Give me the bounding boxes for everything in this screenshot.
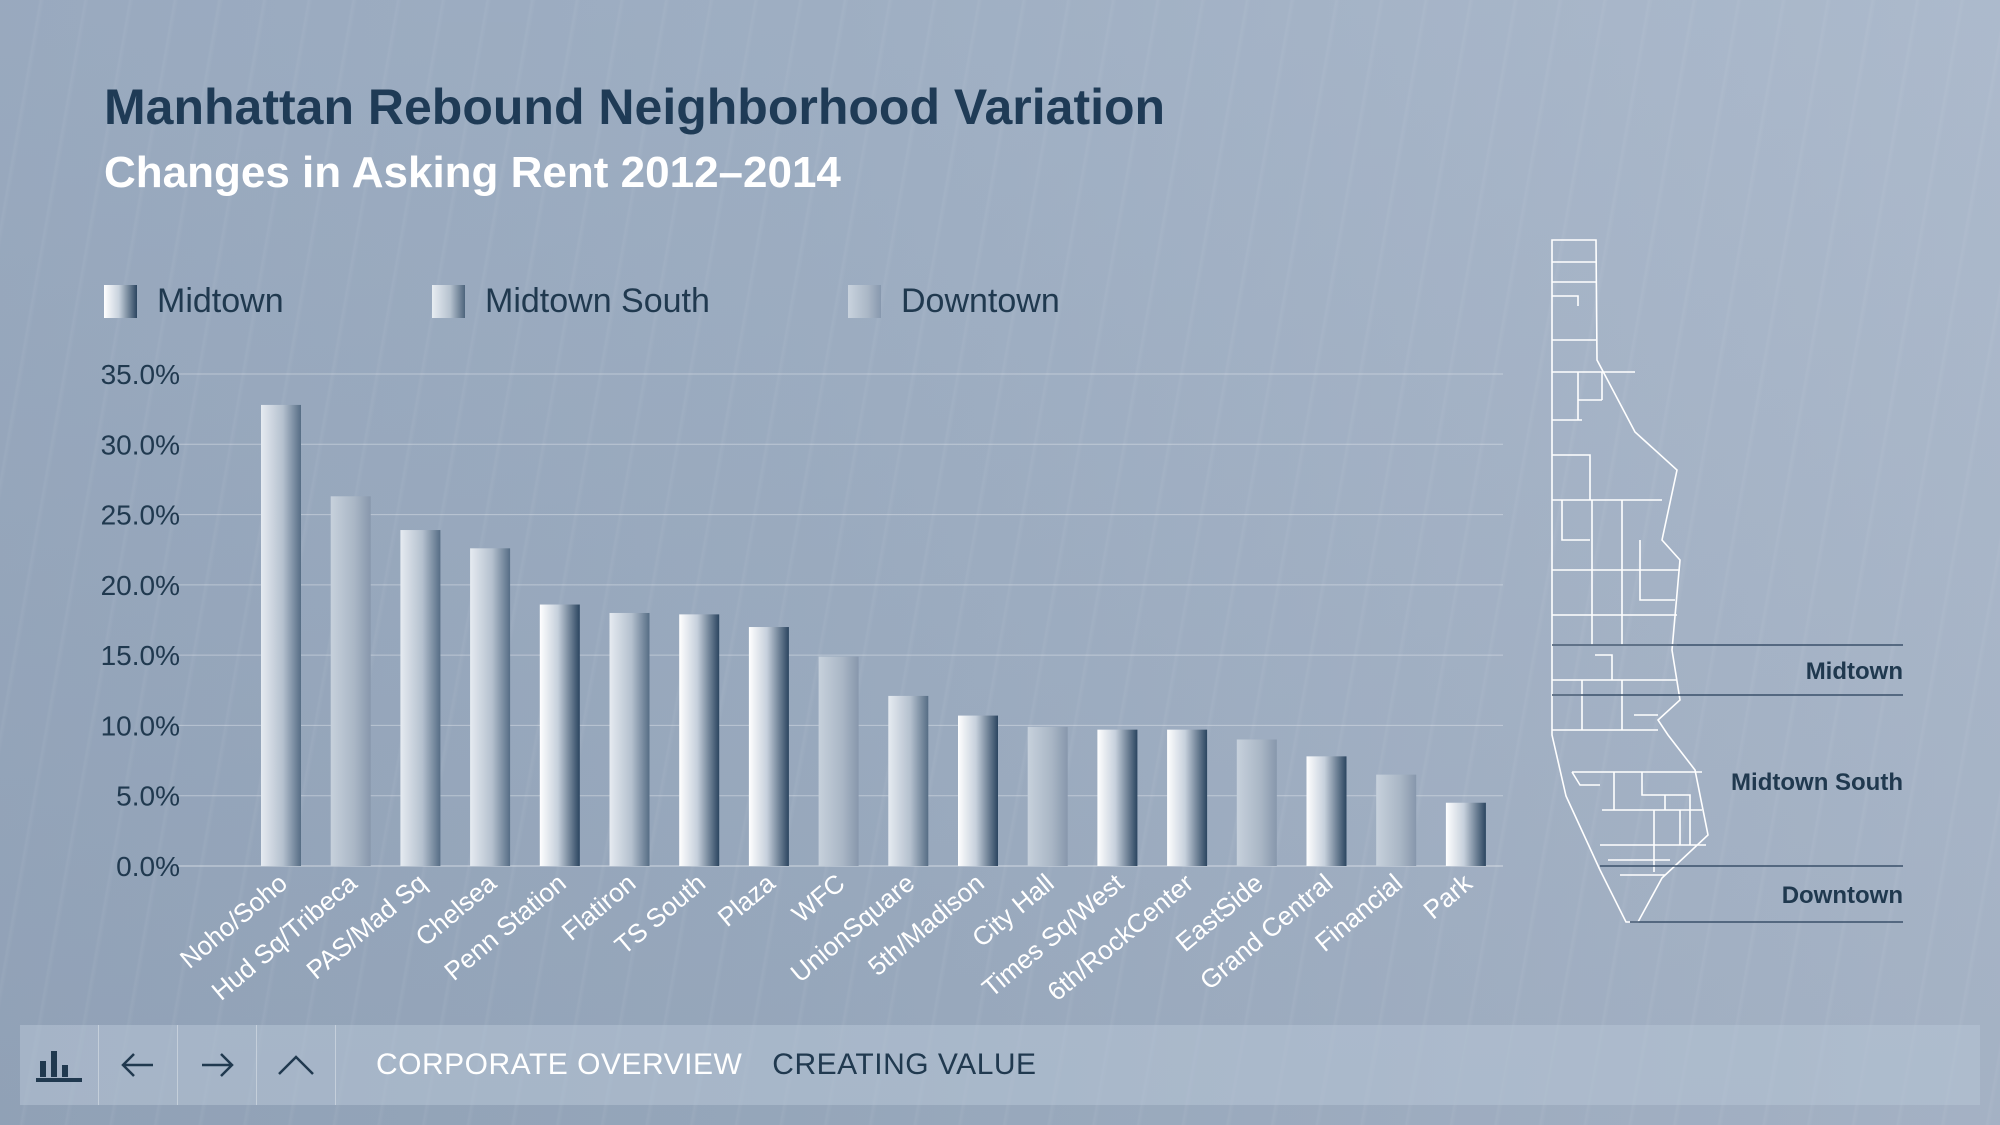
- chevron-up-icon[interactable]: [257, 1025, 336, 1105]
- page-title: Manhattan Rebound Neighborhood Variation: [104, 79, 1166, 135]
- legend-item-downtown: Downtown: [848, 282, 1060, 321]
- y-tick-label: 15.0%: [101, 640, 180, 671]
- arrow-left-icon-graphic: [121, 1053, 153, 1077]
- footer-link-creating-value[interactable]: CREATING VALUE: [772, 1048, 1037, 1081]
- bar-times-sq-west: [1097, 729, 1138, 866]
- bar-penn-station: [539, 604, 580, 866]
- bar-unionsquare: [888, 695, 929, 866]
- legend-item-midtown: Midtown: [104, 282, 432, 321]
- y-tick-label: 30.0%: [101, 429, 180, 460]
- chart-legend: Midtown Midtown South Downtown: [104, 276, 1060, 326]
- x-tick-label: Park: [1418, 867, 1479, 925]
- legend-swatch-midtown-south: [432, 284, 465, 318]
- bar-flatiron: [609, 612, 650, 866]
- bar-wfc: [818, 656, 859, 866]
- page-subtitle: Changes in Asking Rent 2012–2014: [104, 148, 841, 197]
- y-tick-label: 5.0%: [116, 781, 180, 812]
- map-label-downtown: Downtown: [1782, 882, 1903, 909]
- y-tick-label: 35.0%: [101, 359, 180, 390]
- bar-park: [1445, 802, 1486, 866]
- y-tick-label: 25.0%: [101, 500, 180, 531]
- manhattan-map: [1551, 239, 1903, 923]
- footer-nav-bar: CORPORATE OVERVIEW CREATING VALUE: [20, 1025, 1980, 1105]
- bar-chart-icon-graphic: [36, 1051, 82, 1082]
- footer-link-corporate-overview[interactable]: CORPORATE OVERVIEW: [376, 1048, 743, 1081]
- arrow-right-icon-graphic: [202, 1053, 234, 1077]
- chart-bars: [261, 404, 1486, 866]
- bar-5th-madison: [958, 715, 998, 866]
- bar-ts-south: [679, 614, 720, 866]
- bar-6th-rockcenter: [1167, 729, 1208, 866]
- bar-financial: [1376, 774, 1417, 866]
- legend-swatch-midtown: [104, 284, 137, 318]
- bar-grand-central: [1306, 756, 1347, 866]
- y-tick-label: 0.0%: [116, 851, 180, 882]
- arrow-right-icon[interactable]: [178, 1025, 257, 1105]
- y-tick-label: 20.0%: [101, 570, 180, 601]
- map-label-midtown: Midtown: [1806, 658, 1903, 685]
- legend-label: Downtown: [901, 281, 1060, 320]
- bar-pas-mad-sq: [400, 530, 441, 866]
- x-tick-label: Plaza: [712, 867, 782, 932]
- legend-item-midtown-south: Midtown South: [432, 282, 848, 321]
- y-axis-ticks: 0.0% 5.0% 10.0% 15.0% 20.0% 25.0% 30.0% 35.0%: [101, 359, 180, 882]
- legend-swatch-downtown: [848, 284, 881, 318]
- manhattan-outline: [1551, 239, 1709, 923]
- bar-noho-soho: [261, 404, 301, 866]
- bar-chart-icon[interactable]: [20, 1025, 99, 1105]
- chevron-up-icon-graphic: [278, 1055, 314, 1075]
- bar-hud-sq-tribeca: [330, 496, 371, 866]
- bar-city-hall: [1027, 726, 1068, 866]
- bar-plaza: [748, 627, 789, 866]
- y-tick-label: 10.0%: [101, 710, 180, 741]
- bar-eastside: [1236, 739, 1277, 866]
- bar-chelsea: [470, 548, 511, 866]
- legend-label: Midtown South: [485, 281, 710, 320]
- arrow-left-icon[interactable]: [99, 1025, 178, 1105]
- map-label-midtown-south: Midtown South: [1731, 769, 1903, 796]
- legend-label: Midtown: [157, 281, 284, 320]
